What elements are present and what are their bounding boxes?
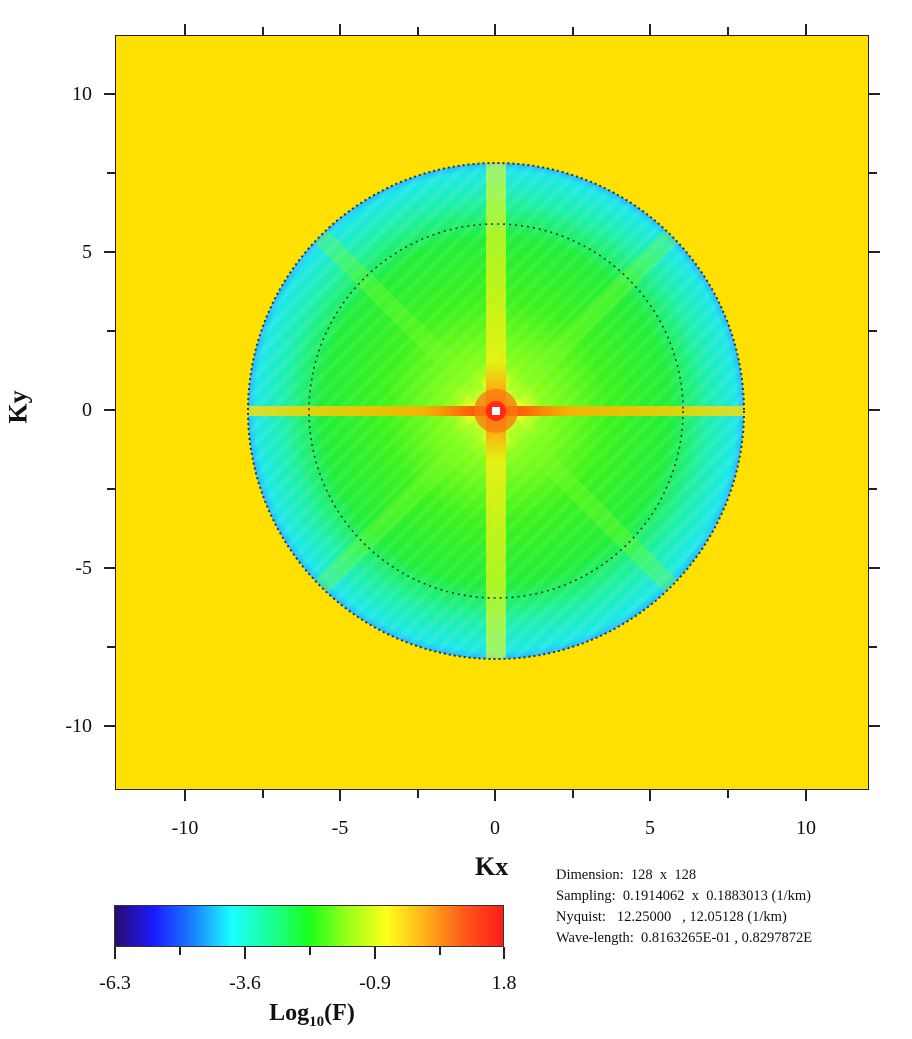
y-minor-tick [107,172,115,174]
y-minor-tick [107,488,115,490]
x-minor-tick [262,790,264,798]
x-tick-label: -5 [331,817,349,839]
x-axis-title: Kx [475,852,509,881]
y-tick [104,251,115,253]
x-top-minor-tick [727,27,729,35]
y-right-minor-tick [869,646,877,648]
y-tick-label: 0 [82,399,92,421]
y-right-tick [869,567,880,569]
colorbar-minor-tick [309,947,311,955]
x-top-tick [184,24,186,35]
x-top-tick [805,24,807,35]
y-tick-label: -10 [65,715,92,737]
colorbar-minor-tick [179,947,181,955]
y-minor-tick [107,646,115,648]
y-tick [104,725,115,727]
x-top-tick [649,24,651,35]
colorbar-title: Log10(F) [269,1000,355,1030]
colorbar-tick-label: 1.8 [491,972,517,994]
colorbar-minor-tick [439,947,441,955]
x-tick [649,790,651,801]
x-minor-tick [727,790,729,798]
x-top-minor-tick [417,27,419,35]
y-tick-label: -5 [75,557,92,579]
y-tick-label: 5 [82,241,92,263]
y-right-minor-tick [869,172,877,174]
y-right-tick [869,725,880,727]
y-axis-title: Ky [3,390,33,424]
x-tick-label: -10 [171,817,199,839]
x-tick [184,790,186,801]
x-minor-tick [572,790,574,798]
nyquist-row: Nyquist: 12.25000 , 12.05128 (1/km) [556,909,787,925]
x-top-tick [494,24,496,35]
colorbar-tick-label: -6.3 [99,972,131,994]
grid-info-panel: Dimension: 128 x 128 Sampling: 0.1914062… [556,865,812,949]
x-top-minor-tick [572,27,574,35]
x-tick-label: 10 [796,817,816,839]
colorbar-tick-label: -3.6 [229,972,261,994]
y-right-minor-tick [869,330,877,332]
x-minor-tick [417,790,419,798]
y-tick [104,93,115,95]
wavelength-row: Wave-length: 0.8163265E-01 , 0.8297872E [556,930,813,946]
colorbar [114,905,504,947]
dimension-row: Dimension: 128 x 128 [556,867,697,883]
colorbar-tick-label: -0.9 [359,972,391,994]
colorbar-tick [244,947,246,959]
y-tick [104,409,115,411]
x-top-minor-tick [262,27,264,35]
y-minor-tick [107,330,115,332]
y-right-minor-tick [869,488,877,490]
y-tick [104,567,115,569]
x-top-tick [339,24,341,35]
x-tick-label: 0 [490,817,500,839]
y-right-tick [869,409,880,411]
y-tick-label: 10 [72,83,92,105]
colorbar-tick [503,947,505,959]
spectrum-disk [247,162,745,660]
colorbar-tick [114,947,116,959]
x-tick-label: 5 [645,817,655,839]
x-tick [339,790,341,801]
y-right-tick [869,251,880,253]
x-tick [494,790,496,801]
x-tick [805,790,807,801]
colorbar-tick [374,947,376,959]
sampling-row: Sampling: 0.1914062 x 0.1883013 (1/km) [556,888,811,904]
y-right-tick [869,93,880,95]
spectrum-heatmap-plot [115,35,869,790]
